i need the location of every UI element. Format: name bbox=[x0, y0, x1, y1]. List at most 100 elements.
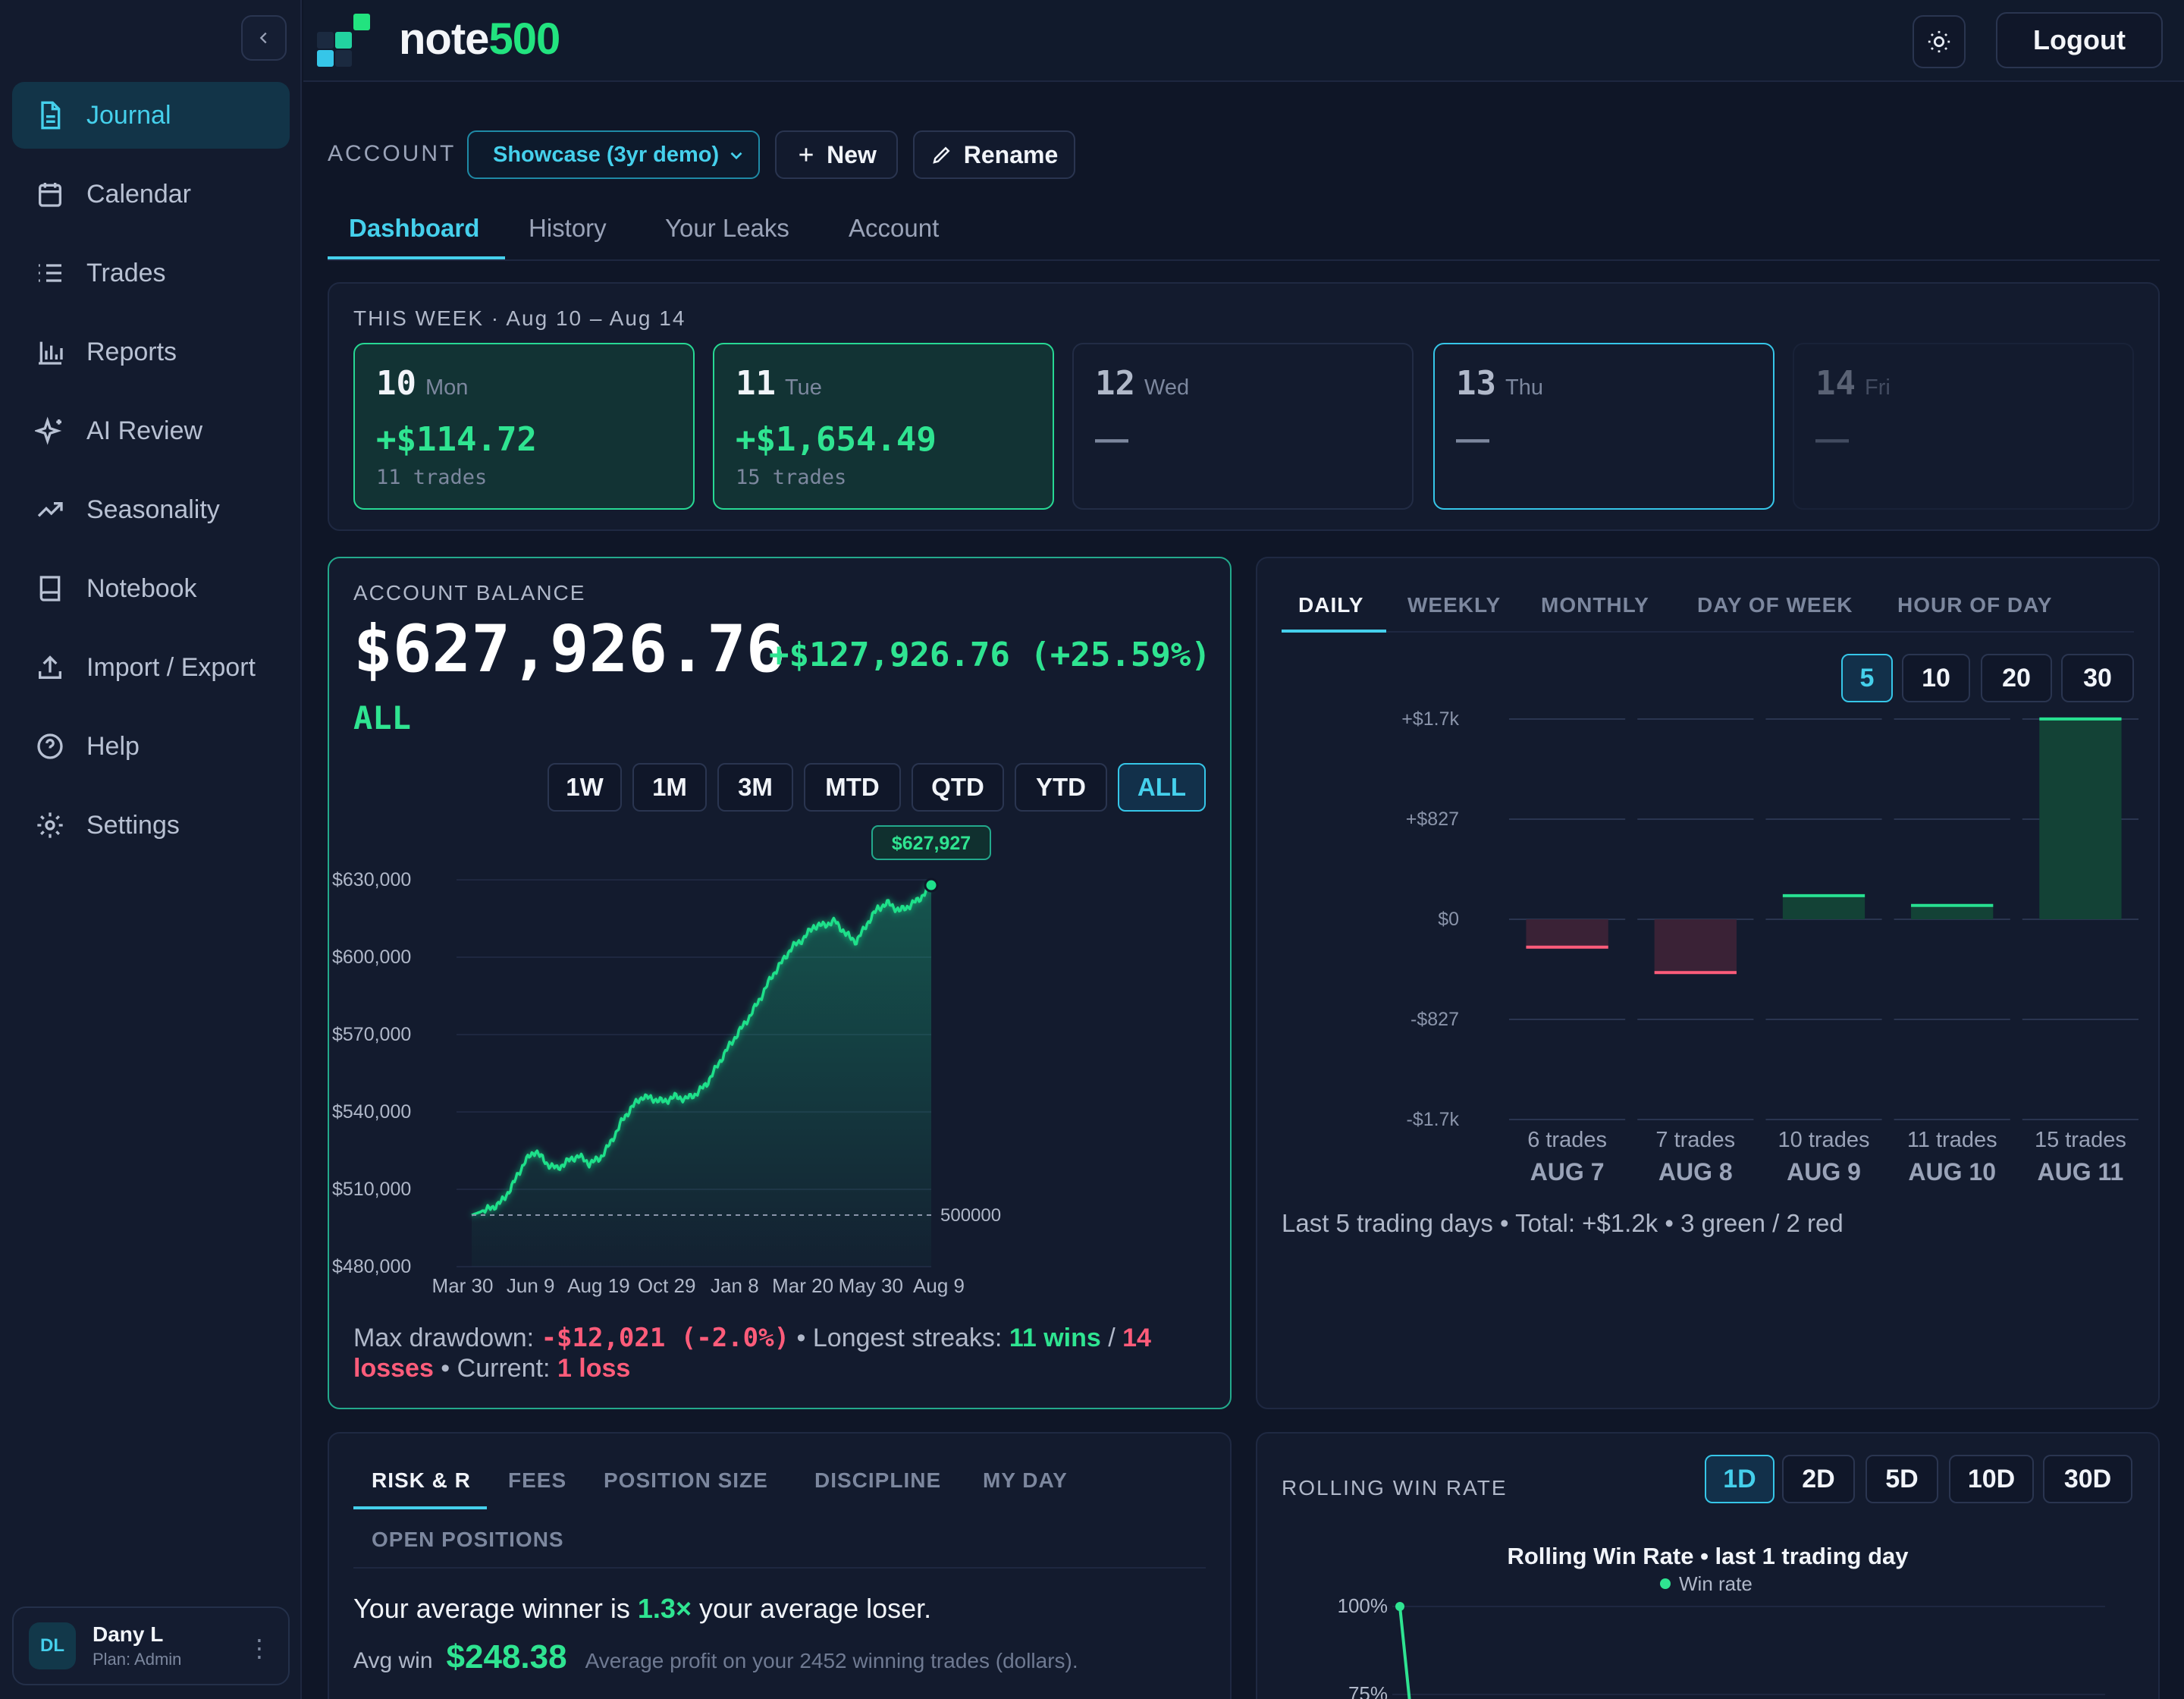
tab-account[interactable]: Account bbox=[849, 214, 940, 242]
tab-fees[interactable]: FEES bbox=[508, 1468, 567, 1492]
daily-bar[interactable] bbox=[2039, 718, 2122, 919]
x-tick-label: Aug 9 bbox=[913, 1274, 965, 1297]
tab-monthly[interactable]: MONTHLY bbox=[1541, 593, 1649, 617]
sparkles-icon bbox=[35, 416, 62, 445]
more-vertical-icon[interactable]: ⋮ bbox=[247, 1635, 271, 1662]
win-rate-1d-button[interactable]: 1D bbox=[1705, 1455, 1774, 1503]
bar-date-label: AUG 11 bbox=[2037, 1158, 2123, 1186]
sidebar-item-import-export[interactable]: Import / Export bbox=[12, 634, 290, 701]
reward-risk-sentence: Your average winner is 1.3× your average… bbox=[353, 1593, 932, 1624]
tab-daily[interactable]: DAILY bbox=[1298, 593, 1364, 617]
plus-icon bbox=[799, 148, 813, 162]
days-20-button[interactable]: 20 bbox=[1981, 654, 2052, 702]
help-circle-icon bbox=[37, 733, 63, 759]
sidebar-item-reports[interactable]: Reports bbox=[12, 319, 290, 385]
user-name: Dany L bbox=[93, 1622, 164, 1646]
win-rate-chart-title: Rolling Win Rate • last 1 trading day bbox=[1507, 1543, 1909, 1569]
x-tick-label: Oct 29 bbox=[638, 1274, 696, 1297]
win-rate-2d-button[interactable]: 2D bbox=[1782, 1455, 1855, 1503]
sidebar-item-trades[interactable]: Trades bbox=[12, 240, 290, 306]
sidebar-item-help[interactable]: Help bbox=[12, 713, 290, 780]
sidebar-item-label: Settings bbox=[86, 810, 180, 840]
rename-account-button[interactable]: Rename bbox=[913, 130, 1075, 179]
avg-win-value: $248.38 bbox=[446, 1638, 567, 1675]
collapse-sidebar-button[interactable] bbox=[241, 15, 287, 61]
daily-bar[interactable] bbox=[1526, 919, 1608, 947]
drawdown-streaks-summary: Max drawdown: -$12,021 (-2.0%) • Longest… bbox=[353, 1323, 1151, 1383]
win-rate-10d-button[interactable]: 10D bbox=[1949, 1455, 2034, 1503]
win-rate-30d-button[interactable]: 30D bbox=[2043, 1455, 2132, 1503]
daily-bar[interactable] bbox=[1654, 919, 1737, 973]
tab-risk-r[interactable]: RISK & R bbox=[372, 1468, 471, 1492]
bar-date-label: AUG 8 bbox=[1658, 1158, 1733, 1186]
range-1w-button[interactable]: 1W bbox=[548, 763, 622, 812]
range-qtd-button[interactable]: QTD bbox=[912, 763, 1004, 812]
risk-tabs-divider bbox=[353, 1567, 1206, 1569]
day-pnl: +$1,654.49 bbox=[736, 420, 937, 459]
x-tick-label: Mar 30 bbox=[432, 1274, 494, 1297]
day-card-thu[interactable]: 13 Thu — bbox=[1433, 343, 1774, 510]
tab-open-positions[interactable]: OPEN POSITIONS bbox=[372, 1528, 564, 1551]
tab-history[interactable]: History bbox=[529, 214, 607, 242]
bar-chart-icon bbox=[39, 341, 63, 365]
days-10-button[interactable]: 10 bbox=[1902, 654, 1970, 702]
tab-day-of-week[interactable]: DAY OF WEEK bbox=[1697, 593, 1853, 617]
tab-hour-of-day[interactable]: HOUR OF DAY bbox=[1897, 593, 2053, 617]
avg-win-note: Average profit on your 2452 winning trad… bbox=[585, 1649, 1078, 1672]
last-value-badge bbox=[871, 825, 991, 861]
tab-my-day[interactable]: MY DAY bbox=[983, 1468, 1068, 1492]
days-5-button[interactable]: 5 bbox=[1841, 654, 1893, 702]
topbar: note500 Logout bbox=[303, 0, 2184, 82]
chevron-left-icon bbox=[259, 32, 267, 44]
y-tick-label: -$827 bbox=[1410, 1009, 1459, 1030]
range-mtd-button[interactable]: MTD bbox=[804, 763, 901, 812]
win-rate-5d-button[interactable]: 5D bbox=[1866, 1455, 1938, 1503]
range-all-button[interactable]: ALL bbox=[1118, 763, 1206, 812]
sidebar-item-calendar[interactable]: Calendar bbox=[12, 161, 290, 228]
y-tick-label: -$1.7k bbox=[1407, 1109, 1460, 1130]
account-balance-title: ACCOUNT BALANCE bbox=[353, 581, 586, 605]
days-30-button[interactable]: 30 bbox=[2061, 654, 2134, 702]
sidebar-item-label: Help bbox=[86, 731, 140, 761]
logout-button[interactable]: Logout bbox=[1996, 12, 2163, 68]
day-pnl: +$114.72 bbox=[376, 420, 537, 459]
tab-dashboard[interactable]: Dashboard bbox=[349, 214, 480, 242]
sidebar-item-settings[interactable]: Settings bbox=[12, 792, 290, 859]
longest-loss-streak: 14 losses bbox=[353, 1324, 1151, 1383]
sun-icon bbox=[1928, 30, 1950, 53]
sidebar-item-ai-review[interactable]: AI Review bbox=[12, 397, 290, 464]
sidebar-item-label: Notebook bbox=[86, 573, 197, 603]
tab-discipline[interactable]: DISCIPLINE bbox=[814, 1468, 942, 1492]
range-1m-button[interactable]: 1M bbox=[632, 763, 707, 812]
tab-your-leaks[interactable]: Your Leaks bbox=[665, 214, 789, 242]
sidebar-item-notebook[interactable]: Notebook bbox=[12, 555, 290, 622]
account-select[interactable]: Showcase (3yr demo) bbox=[467, 130, 760, 179]
x-tick-label: Mar 20 bbox=[772, 1274, 833, 1297]
daily-bar[interactable] bbox=[1911, 905, 1994, 919]
tab-weekly[interactable]: WEEKLY bbox=[1407, 593, 1502, 617]
new-account-button[interactable]: New bbox=[775, 130, 898, 179]
theme-toggle-button[interactable] bbox=[1913, 15, 1966, 68]
daily-bar[interactable] bbox=[1782, 895, 1866, 919]
day-card-mon[interactable]: 10 Mon +$114.72 11 trades bbox=[353, 343, 695, 510]
sidebar-item-seasonality[interactable]: Seasonality bbox=[12, 476, 290, 543]
y-tick-label: +$827 bbox=[1406, 809, 1459, 830]
sidebar-item-journal[interactable]: Journal bbox=[12, 82, 290, 149]
bar-trade-count: 15 trades bbox=[2035, 1128, 2126, 1152]
day-card-tue[interactable]: 11 Tue +$1,654.49 15 trades bbox=[713, 343, 1054, 510]
account-select-value: Showcase (3yr demo) bbox=[493, 142, 720, 167]
tab-position-size[interactable]: POSITION SIZE bbox=[604, 1468, 768, 1492]
range-ytd-button[interactable]: YTD bbox=[1015, 763, 1107, 812]
day-card-wed[interactable]: 12 Wed — bbox=[1072, 343, 1414, 510]
starting-balance-label: 500000 bbox=[940, 1205, 1001, 1226]
day-card-fri[interactable]: 14 Fri — bbox=[1793, 343, 2134, 510]
avatar: DL bbox=[29, 1622, 76, 1669]
pencil-icon bbox=[933, 146, 950, 164]
user-card[interactable]: DL Dany L Plan: Admin ⋮ bbox=[12, 1606, 290, 1685]
day-trade-count: 11 trades bbox=[376, 466, 488, 489]
rolling-win-rate-chart: Rolling Win Rate • last 1 trading day Wi… bbox=[1338, 1543, 2105, 1699]
reward-risk-ratio: 1.3× bbox=[637, 1593, 692, 1624]
range-3m-button[interactable]: 3M bbox=[717, 763, 793, 812]
sidebar-item-label: Calendar bbox=[86, 179, 191, 209]
day-pnl: — bbox=[1456, 420, 1489, 457]
